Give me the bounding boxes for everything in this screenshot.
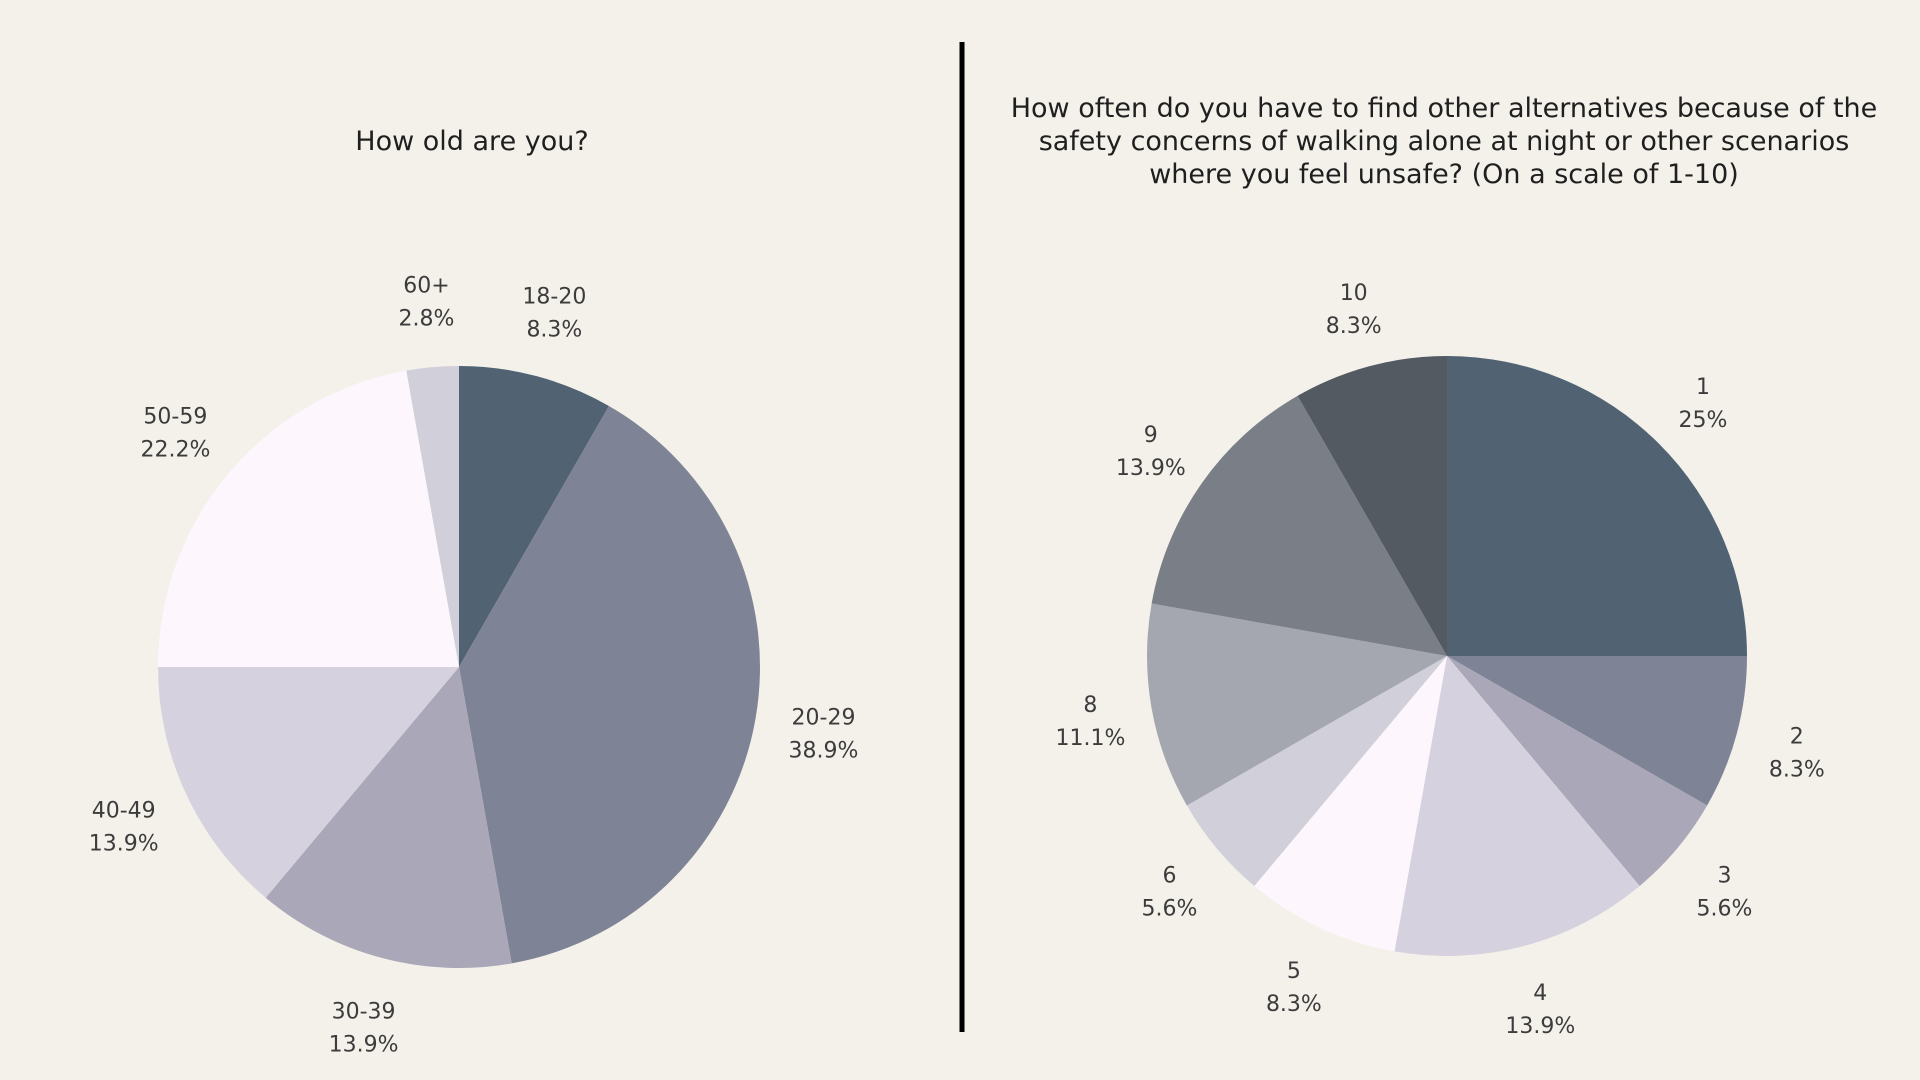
- chart-2-category-label-3: 3: [1718, 864, 1732, 889]
- chart-1-value-label-40-49: 13.9%: [89, 832, 159, 857]
- chart-2-category-label-8: 8: [1083, 693, 1097, 718]
- chart-2-value-label-1: 25%: [1679, 408, 1728, 433]
- chart-2-slice-10: [1297, 356, 1447, 656]
- chart-1-value-label-20-29: 38.9%: [789, 739, 859, 764]
- chart-2-slice-6: [1186, 656, 1447, 886]
- chart-1-title: How old are you?: [355, 126, 588, 157]
- chart-2-category-label-2: 2: [1790, 724, 1804, 749]
- chart-2-category-label-6: 6: [1163, 864, 1177, 889]
- chart-1-category-label-60+: 60+: [403, 273, 449, 298]
- chart-1-value-label-60+: 2.8%: [399, 306, 455, 331]
- chart-2-title-line-1: How often do you have to find other alte…: [1011, 93, 1878, 124]
- chart-2-category-label-4: 4: [1533, 981, 1547, 1006]
- chart-2-value-label-10: 8.3%: [1326, 314, 1382, 339]
- chart-1-slice-30-39: [265, 667, 512, 968]
- chart-1-slice-60+: [406, 366, 459, 667]
- chart-2-title-line-3: where you feel unsafe? (On a scale of 1-…: [1149, 159, 1739, 190]
- chart-2-slice-9: [1151, 395, 1447, 656]
- chart-2-slice-8: [1146, 603, 1447, 806]
- chart-2-slice-1: [1447, 356, 1747, 656]
- chart-2-value-label-4: 13.9%: [1505, 1014, 1575, 1039]
- chart-1-category-label-30-39: 30-39: [332, 1000, 396, 1025]
- chart-2-slice-2: [1447, 656, 1747, 806]
- chart-1-category-label-20-29: 20-29: [792, 706, 856, 731]
- chart-2-value-label-9: 13.9%: [1116, 456, 1186, 481]
- chart-2-pie: 1 25% 2 8.3% 3 5.6% 4 13.9% 5 8.3% 6 5.6% 8 11.1% 9 13.…: [1055, 281, 1824, 1039]
- chart-2-value-label-8: 11.1%: [1055, 726, 1125, 751]
- chart-2-category-label-5: 5: [1287, 959, 1301, 984]
- chart-1-value-label-18-20: 8.3%: [526, 318, 582, 343]
- chart-2-title-line-2: safety concerns of walking alone at nigh…: [1039, 126, 1850, 157]
- chart-2-value-label-6: 5.6%: [1142, 897, 1198, 922]
- chart-2-slice-5: [1254, 656, 1447, 952]
- chart-2-category-label-9: 9: [1144, 423, 1158, 448]
- chart-1-slice-20-29: [459, 406, 760, 964]
- chart-2-category-label-1: 1: [1696, 375, 1710, 400]
- chart-2-value-label-3: 5.6%: [1697, 897, 1753, 922]
- chart-1-category-label-40-49: 40-49: [92, 799, 156, 824]
- chart-1-value-label-50-59: 22.2%: [140, 437, 210, 462]
- chart-2-category-label-10: 10: [1340, 281, 1368, 306]
- chart-1-slice-40-49: [158, 667, 459, 898]
- chart-2-value-label-5: 8.3%: [1266, 992, 1322, 1017]
- chart-1-slice-18-20: [459, 366, 609, 667]
- chart-1-value-label-30-39: 13.9%: [329, 1033, 399, 1058]
- chart-2-slice-3: [1447, 656, 1708, 886]
- chart-2-value-label-2: 8.3%: [1769, 757, 1825, 782]
- chart-1-pie: 18-20 8.3% 20-29 38.9% 30-39 13.9% 40-49 13.9% 5…: [89, 273, 859, 1057]
- chart-1-slice-50-59: [158, 370, 459, 667]
- chart-1-category-label-50-59: 50-59: [143, 404, 207, 429]
- chart-1-category-label-18-20: 18-20: [522, 285, 586, 310]
- chart-2-slice-4: [1394, 656, 1640, 957]
